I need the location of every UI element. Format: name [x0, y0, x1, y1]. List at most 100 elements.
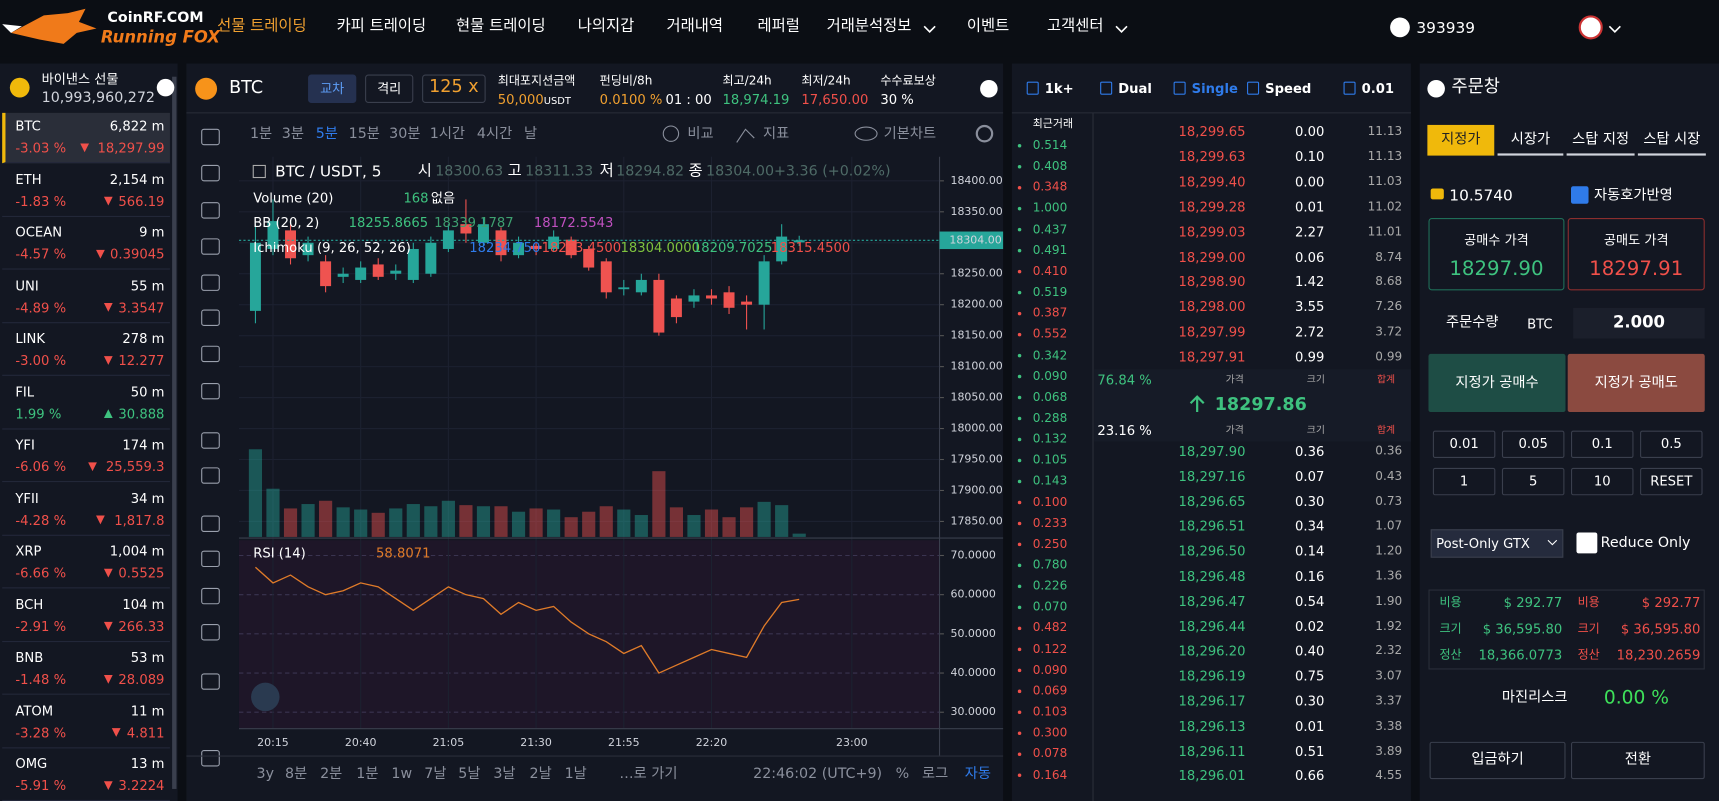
- reduce-only-checkbox[interactable]: [1576, 532, 1598, 554]
- quick-label[interactable]: 0.1: [1591, 436, 1613, 452]
- quick-button[interactable]: [1640, 430, 1703, 459]
- quick-button[interactable]: [1501, 467, 1565, 496]
- book-size: 0.30: [1295, 693, 1325, 709]
- orderbook-option[interactable]: 0.01: [1361, 81, 1395, 97]
- margin-isolated-button[interactable]: [365, 74, 414, 104]
- market-row-selected[interactable]: [2, 112, 170, 164]
- nav-item[interactable]: 거래내역: [666, 17, 724, 36]
- range-button[interactable]: 2날: [529, 765, 552, 783]
- order-tab-label[interactable]: 지정가: [1441, 131, 1481, 148]
- log-toggle[interactable]: 로그: [921, 765, 949, 783]
- goto-date[interactable]: …로 가기: [619, 765, 678, 783]
- quick-label[interactable]: 1: [1459, 473, 1469, 489]
- qty[interactable]: 2.000: [1612, 312, 1665, 333]
- leverage-button[interactable]: [422, 74, 486, 104]
- nav-item[interactable]: 선물 트레이딩: [217, 17, 307, 36]
- market-row[interactable]: [2, 272, 170, 323]
- nav-item[interactable]: 레퍼럴: [757, 17, 800, 36]
- auto-price-checkbox[interactable]: [1570, 186, 1589, 204]
- buy-button[interactable]: [1428, 353, 1566, 413]
- sell-price-box[interactable]: [1567, 218, 1705, 291]
- market-row[interactable]: [2, 432, 170, 483]
- interval[interactable]: 날: [524, 126, 538, 143]
- interval[interactable]: 1시간: [429, 126, 466, 143]
- auto-toggle[interactable]: 자동: [964, 765, 991, 783]
- quick-button[interactable]: [1432, 430, 1496, 459]
- quick-label[interactable]: 10: [1593, 473, 1611, 489]
- market-row[interactable]: [2, 538, 170, 589]
- order-tab[interactable]: [1637, 125, 1706, 156]
- nav-item[interactable]: 현물 트레이딩: [456, 17, 546, 36]
- orderbook-option[interactable]: Dual: [1118, 81, 1152, 97]
- qty-input[interactable]: [1573, 307, 1705, 339]
- order-tab-label[interactable]: 시장가: [1510, 131, 1551, 148]
- range-button[interactable]: 7날: [424, 765, 447, 783]
- interval[interactable]: 4시간: [476, 126, 513, 143]
- compare[interactable]: 비교: [687, 126, 714, 143]
- range-button[interactable]: 1분: [356, 765, 379, 783]
- range-button[interactable]: 5날: [458, 765, 481, 783]
- orderbook-option[interactable]: Single: [1191, 81, 1238, 97]
- sell-button[interactable]: [1567, 353, 1705, 413]
- market-row[interactable]: [2, 485, 170, 536]
- indicators[interactable]: 지표: [763, 126, 790, 143]
- transfer-label[interactable]: 전환: [1624, 751, 1651, 769]
- order-tab[interactable]: [1497, 125, 1564, 156]
- interval[interactable]: 5분: [315, 126, 338, 143]
- market-row[interactable]: [2, 219, 170, 270]
- interval[interactable]: 3분: [281, 126, 304, 143]
- order-tab-label[interactable]: 스탑 지정: [1572, 131, 1630, 148]
- range-button[interactable]: 1날: [564, 765, 587, 783]
- interval[interactable]: 15분: [348, 126, 380, 143]
- quick-button[interactable]: [1570, 430, 1634, 459]
- quick-button[interactable]: [1640, 467, 1703, 496]
- range-button[interactable]: 3y: [256, 765, 275, 783]
- quick-label[interactable]: 5: [1528, 473, 1538, 489]
- market-row[interactable]: [2, 379, 170, 429]
- market-row[interactable]: [2, 166, 170, 217]
- range-button[interactable]: 1w: [391, 765, 413, 783]
- quick-label[interactable]: 0.05: [1518, 436, 1548, 452]
- reduce-only[interactable]: Reduce Only: [1600, 534, 1691, 552]
- market-row[interactable]: [2, 591, 170, 642]
- transfer-button[interactable]: [1570, 741, 1705, 780]
- nav-item[interactable]: 나의지갑: [577, 17, 635, 36]
- orderbook-option[interactable]: 1k+: [1044, 81, 1074, 97]
- market-row[interactable]: [2, 751, 170, 801]
- orderbook-option[interactable]: Speed: [1265, 81, 1312, 97]
- interval[interactable]: 1분: [249, 126, 273, 143]
- tif-select[interactable]: [1430, 529, 1564, 558]
- order-tab[interactable]: [1427, 124, 1495, 156]
- quick-button[interactable]: [1570, 467, 1634, 496]
- chart-style[interactable]: 기본차트: [883, 126, 937, 143]
- order-tab[interactable]: [1566, 125, 1635, 156]
- market-row[interactable]: [2, 325, 170, 376]
- quick-label[interactable]: 0.01: [1449, 436, 1479, 452]
- nav-item[interactable]: 고객센터: [1046, 17, 1104, 36]
- nav-item[interactable]: 거래분석정보: [826, 17, 912, 36]
- range-button[interactable]: 3날: [493, 765, 516, 783]
- quick-button[interactable]: [1501, 430, 1565, 459]
- quick-label[interactable]: 0.5: [1660, 436, 1682, 452]
- deposit-button[interactable]: [1429, 741, 1566, 780]
- nav-item[interactable]: 카피 트레이딩: [336, 17, 427, 36]
- margin-cross-button[interactable]: [308, 74, 357, 104]
- candle-body: [548, 236, 560, 249]
- nav-item[interactable]: 이벤트: [966, 17, 1010, 36]
- buy-button-label[interactable]: 지정가 공매수: [1455, 374, 1539, 392]
- range-button[interactable]: 8분: [285, 765, 308, 783]
- interval[interactable]: 30분: [389, 126, 421, 143]
- market-row[interactable]: [2, 697, 170, 748]
- quick-button[interactable]: [1432, 467, 1496, 496]
- tif[interactable]: Post-Only GTX: [1436, 535, 1530, 552]
- range-button[interactable]: 2분: [320, 765, 343, 783]
- coin-name: UNI: [15, 277, 39, 294]
- quick-label[interactable]: RESET: [1650, 473, 1693, 489]
- market-row[interactable]: [2, 644, 170, 695]
- sell-button-label[interactable]: 지정가 공매도: [1594, 374, 1678, 392]
- percent-toggle[interactable]: %: [895, 765, 910, 783]
- order-tab-label[interactable]: 스탑 시장: [1643, 131, 1701, 148]
- buy-price-box[interactable]: [1428, 218, 1565, 291]
- auto-price[interactable]: 자동호가반영: [1594, 187, 1673, 204]
- deposit-label[interactable]: 입금하기: [1471, 751, 1524, 769]
